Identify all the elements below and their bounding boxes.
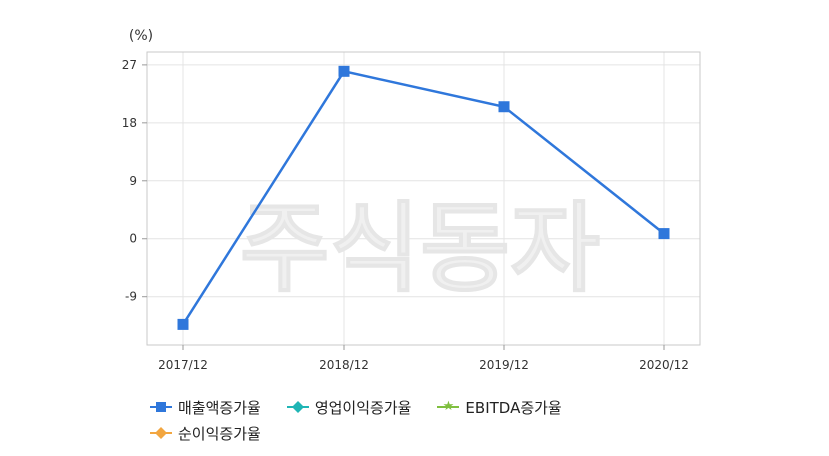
x-tick-label: 2020/12: [639, 358, 689, 372]
data-point[interactable]: [658, 228, 670, 240]
diamond-marker-icon: [150, 426, 172, 440]
series-line: [181, 69, 665, 326]
y-tick-label: -9: [125, 290, 137, 304]
plot-area: [146, 51, 701, 346]
legend-item[interactable]: 영업이익증가율: [286, 394, 412, 420]
y-axis: 27 18 9 0 -9: [122, 58, 147, 304]
legend-label: 순이익증가율: [178, 424, 261, 443]
line-chart: 주식동자 27 18 9 0 -9 2017/12 2018/12 2019/12 2020/…: [122, 28, 701, 372]
x-tick-label: 2019/12: [479, 358, 529, 372]
x-tick-label: 2017/12: [158, 358, 208, 372]
data-point[interactable]: [338, 65, 350, 77]
y-tick-label: 27: [122, 58, 137, 72]
data-point[interactable]: [177, 318, 189, 330]
y-tick-label: 18: [122, 116, 137, 130]
grid-lines: [147, 52, 700, 345]
legend-label: 영업이익증가율: [314, 398, 412, 417]
y-tick-label: 0: [129, 232, 137, 246]
star-marker-icon: ★: [437, 400, 460, 413]
x-tick-label: 2018/12: [319, 358, 369, 372]
legend-item[interactable]: 순이익증가율: [150, 420, 261, 446]
series-group: [177, 65, 670, 330]
legend-label: 매출액증가율: [178, 398, 261, 417]
legend-label: EBITDA증가율: [465, 398, 562, 417]
y-tick-label: 9: [129, 174, 137, 188]
legend-item[interactable]: ★ EBITDA증가율: [437, 394, 562, 420]
x-axis: 2017/12 2018/12 2019/12 2020/12: [158, 345, 689, 372]
legend-item[interactable]: 매출액증가율: [150, 394, 261, 420]
data-point[interactable]: [498, 101, 510, 113]
diamond-marker-icon: [286, 400, 309, 414]
y-axis-unit-label: (%): [129, 28, 153, 44]
square-marker-icon: [150, 401, 172, 413]
watermark: 주식동자: [240, 192, 601, 306]
